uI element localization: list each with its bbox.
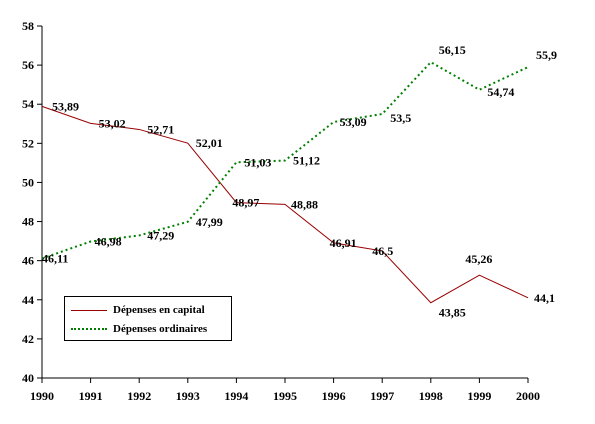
data-label: 54,74 <box>487 85 514 99</box>
x-tick-label: 1997 <box>370 389 394 403</box>
series-line-0 <box>41 105 529 304</box>
x-tick-label: 1998 <box>419 389 443 403</box>
x-tick-label: 1994 <box>224 389 248 403</box>
data-label: 48,88 <box>291 197 318 211</box>
x-tick-label: 1992 <box>127 389 151 403</box>
legend-label-ordinaires: Dépenses ordinaires <box>113 323 208 335</box>
data-label: 53,5 <box>390 111 411 125</box>
y-tick-label: 44 <box>22 293 34 307</box>
data-label: 51,12 <box>293 154 320 168</box>
data-label: 52,71 <box>147 122 174 136</box>
data-label: 51,03 <box>244 155 271 169</box>
y-tick-label: 58 <box>22 19 34 33</box>
x-tick-label: 1995 <box>273 389 297 403</box>
y-tick-label: 40 <box>22 371 34 385</box>
x-tick-label: 1999 <box>467 389 491 403</box>
data-label: 47,99 <box>196 215 223 229</box>
y-tick-label: 50 <box>22 175 34 189</box>
x-tick-label: 1993 <box>176 389 200 403</box>
data-label: 43,85 <box>439 306 466 320</box>
y-tick-label: 54 <box>22 97 34 111</box>
y-tick-label: 56 <box>22 58 34 72</box>
y-tick-label: 46 <box>22 254 34 268</box>
data-labels: 53,89 53,02 52,71 52,01 48,97 48,88 46,91 46,5 4… <box>42 43 557 320</box>
data-label: 44,1 <box>534 291 555 305</box>
legend: Dépenses en capital Dépenses ordinaires <box>64 296 232 341</box>
y-tick-label: 42 <box>22 332 34 346</box>
x-tick-label: 2000 <box>516 389 540 403</box>
x-tick-label: 1990 <box>30 389 54 403</box>
data-label: 53,02 <box>99 116 126 130</box>
data-label: 48,97 <box>232 196 259 210</box>
data-label: 46,98 <box>95 235 122 249</box>
data-label: 53,09 <box>340 115 367 129</box>
data-label: 45,26 <box>465 252 492 266</box>
data-label: 46,91 <box>330 236 357 250</box>
y-tick-label: 48 <box>22 215 34 229</box>
data-label: 56,15 <box>439 43 466 57</box>
legend-swatch-ordinaires <box>71 328 107 330</box>
data-label: 46,11 <box>42 252 68 266</box>
legend-label-capital: Dépenses en capital <box>113 304 205 316</box>
legend-item-capital: Dépenses en capital <box>71 302 205 318</box>
x-tick-label: 1991 <box>79 389 103 403</box>
axes: 40 42 44 46 48 50 52 54 56 58 1990 1991 1992 1993 1994… <box>22 19 540 403</box>
legend-item-ordinaires: Dépenses ordinaires <box>71 321 207 337</box>
y-tick-label: 52 <box>22 136 34 150</box>
data-label: 47,29 <box>147 228 174 242</box>
data-label: 46,5 <box>372 244 393 258</box>
data-label: 55,9 <box>536 48 557 62</box>
legend-swatch-capital <box>71 309 107 311</box>
data-label: 52,01 <box>196 136 223 150</box>
data-label: 53,89 <box>52 99 79 113</box>
series-line-1 <box>41 60 529 260</box>
x-tick-label: 1996 <box>322 389 346 403</box>
series-group <box>41 60 529 304</box>
